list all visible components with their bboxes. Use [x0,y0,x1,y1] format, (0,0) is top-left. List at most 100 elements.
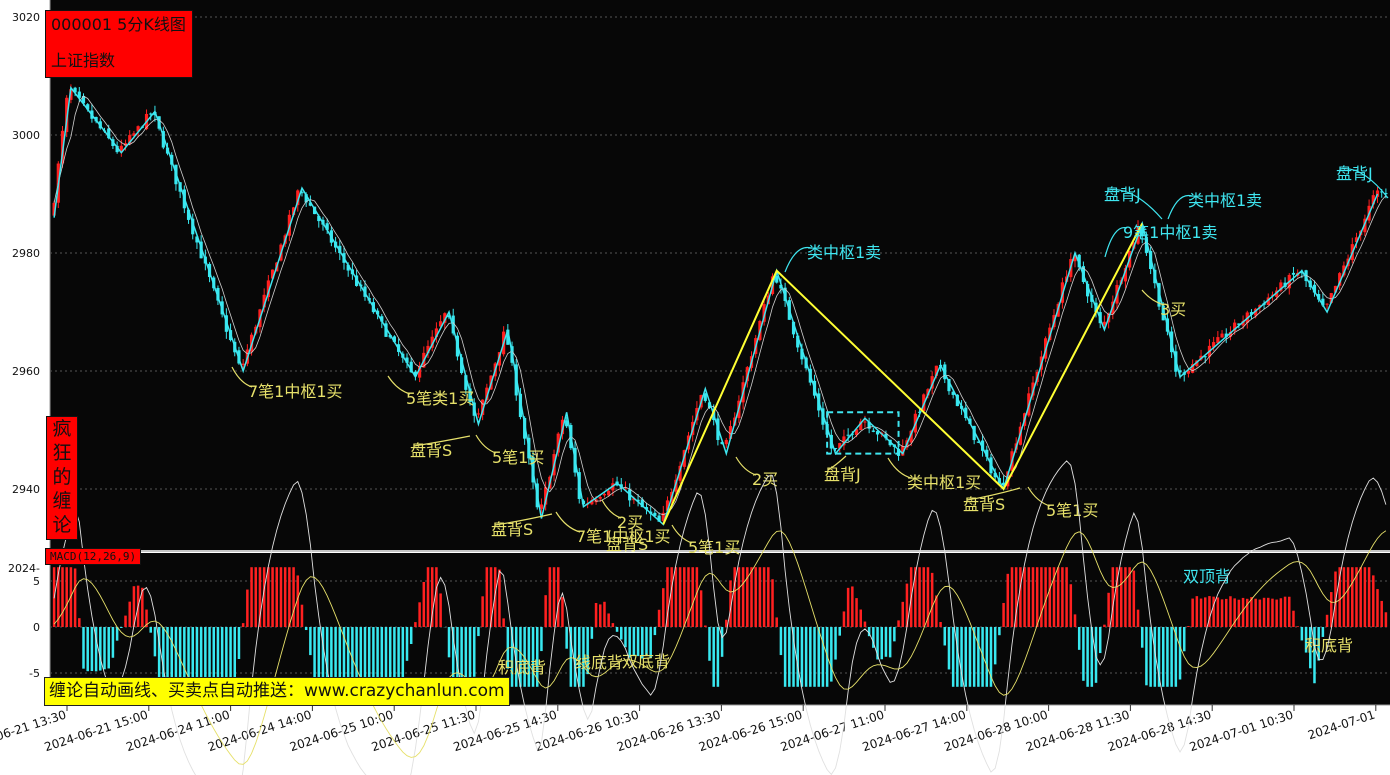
chart-title-box: 000001 5分K线图 上证指数 [45,10,193,78]
moving-average-line [53,95,1387,516]
side-banner-char: 的 [52,466,72,488]
candle-body [838,443,842,449]
annotation-arrow [413,435,471,447]
candle-body [115,145,119,153]
candle-body [1384,193,1388,195]
candle-body [195,236,199,243]
candle-body [443,313,447,323]
candle-body [775,275,779,283]
candle-body [678,465,682,481]
candle-body [1279,282,1283,291]
candle-body [426,345,430,354]
candle-body [1224,333,1228,337]
candle-body [476,413,481,415]
annotation-label: 3买 [1160,300,1186,319]
candle-body [1086,283,1090,297]
annotation-label: 类中枢1买 [907,473,981,492]
annotation-arrow [601,499,622,519]
candle-body [451,315,455,334]
candle-body [1077,254,1081,268]
annotation-arrow [387,375,411,395]
candle-body [556,433,560,453]
candle-body [308,202,312,206]
annotation-arrow [555,511,581,533]
annotation-arrow [1339,167,1389,199]
candle-body [703,393,707,401]
macd-y-tick-label: 5 [33,575,40,588]
candle-body [1144,238,1149,253]
candle-body [1312,284,1317,293]
candle-body [993,472,997,478]
candle-body [1237,323,1241,325]
candle-body [1123,268,1128,282]
annotation-arrow [1107,188,1163,220]
candle-body [863,421,867,423]
annotation-label: 7笔1中枢1买 [576,527,671,546]
candle-body [909,430,913,443]
candle-body [854,429,859,435]
candle-body [1140,225,1144,237]
candle-body [518,393,523,418]
macd-annotation-label: 积底背 [1305,636,1353,655]
price-panel-bg [50,0,1390,550]
candle-body [1342,265,1346,276]
candle-body [791,321,796,335]
candle-body [565,420,569,427]
macd-dif-line [53,460,1387,775]
candle-body [833,448,838,450]
candle-body [413,371,418,377]
candle-body [1233,322,1237,332]
candle-body [1228,331,1233,337]
candle-body [1325,303,1329,305]
candle-body [728,426,733,439]
candle-body [1380,191,1384,193]
annotation-label: 5笔1买 [1046,501,1098,520]
candle-body [1333,285,1338,293]
y-tick-label: 3000 [12,129,40,142]
candle-body [1186,370,1191,374]
candle-body [270,269,275,279]
annotation-label: 盘背S [491,520,533,539]
candle-body [1371,195,1375,205]
candle-body [783,287,787,301]
candle-body [1216,337,1220,344]
candle-body [661,512,665,521]
candle-body [875,431,880,435]
candle-body [481,399,485,416]
candle-body [354,275,359,286]
annotation-label: 盘背S [606,535,648,554]
candle-body [901,446,905,456]
candle-body [1249,312,1254,315]
candle-body [216,287,220,301]
annotation-label: 7笔1中枢1买 [248,382,343,401]
candle-body [779,284,783,289]
candle-body [52,202,56,216]
candle-body [1241,321,1245,326]
candle-body [317,216,321,222]
candle-body [380,316,384,322]
chart-index-name: 上证指数 [51,51,116,70]
annotation-label: 5笔1买 [492,448,544,467]
candle-body [262,294,266,308]
candle-body [871,430,875,432]
annotation-label: 5笔1买 [688,538,740,557]
annotation-arrow [231,366,253,388]
candle-body [1321,298,1325,306]
candle-body [1254,308,1258,316]
annotation-label: 类中枢1卖 [1188,191,1262,210]
annotation-label: 2买 [752,470,778,489]
candle-body [241,363,245,366]
y-tick-label: 3020 [12,11,40,24]
candle-body [447,315,451,318]
annotation-arrow [827,455,847,471]
promo-banner[interactable]: 缠论自动画线、买卖点自动推送：www.crazychanlun.com [44,677,510,706]
macd-annotation-label: 积底背 [498,658,546,677]
annotation-label: 盘背J [824,465,861,484]
candle-body [186,209,191,220]
candle-body [980,440,985,451]
macd-annotation-label: 双底背 [622,652,670,671]
candle-body [917,411,922,413]
candle-body [640,499,644,508]
